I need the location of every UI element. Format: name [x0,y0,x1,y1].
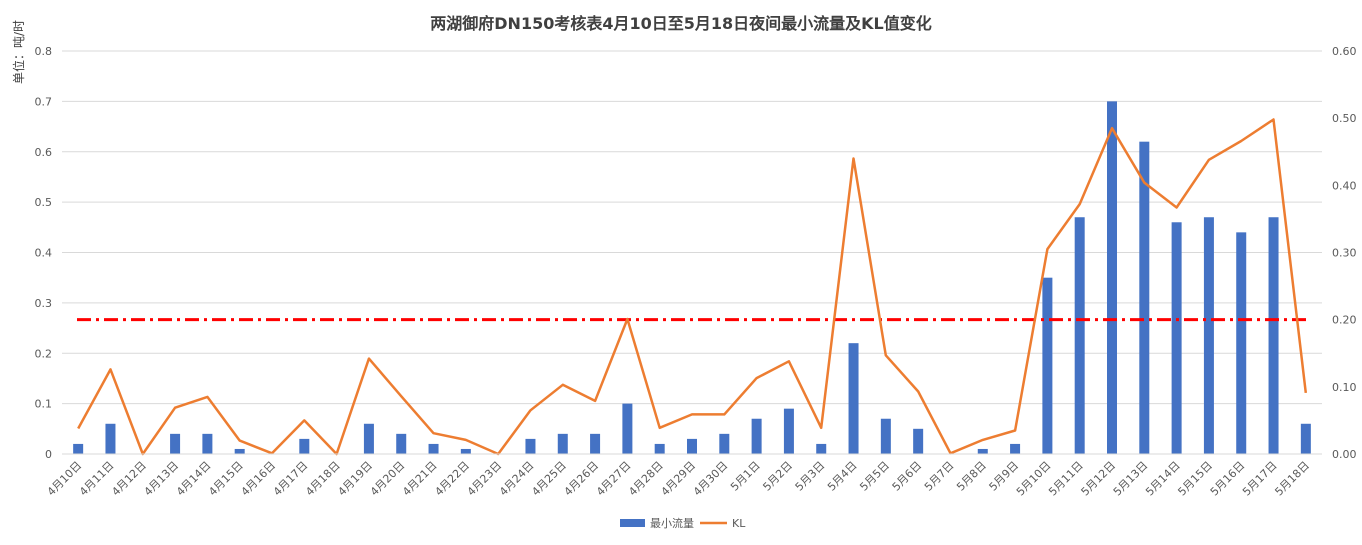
bar [783,408,794,454]
x-tick-label: 4月15日 [206,459,246,499]
x-tick-label: 5月6日 [890,459,925,494]
bar [590,433,601,454]
bar [1074,217,1085,454]
bar [654,443,665,454]
bar [1042,277,1053,454]
y-tick-label: 0.1 [35,398,53,411]
bar [202,433,213,454]
x-tick-label: 5月8日 [954,459,989,494]
bar [719,433,730,454]
x-tick-label: 4月23日 [465,459,505,499]
bar [1139,141,1150,455]
bar [428,443,439,454]
y2-tick-label: 0.50 [1332,112,1357,125]
bar [1268,217,1279,454]
x-tick-label: 5月17日 [1240,459,1280,499]
bar [1107,101,1117,454]
bar [1203,217,1214,454]
bar [73,443,84,454]
y2-tick-label: 0.60 [1332,45,1357,58]
bar [913,428,924,454]
kl-line [77,118,1308,456]
x-tick-label: 4月13日 [142,459,182,499]
x-tick-label: 5月16日 [1208,459,1248,499]
legend-label: 最小流量 [650,516,694,530]
y2-tick-label: 0.30 [1332,247,1357,260]
x-tick-label: 4月11日 [77,459,117,499]
bar [687,438,697,454]
bar [1171,222,1182,454]
bar [170,433,181,454]
x-tick-label: 5月10日 [1014,459,1054,499]
x-tick-label: 5月13日 [1111,459,1151,499]
x-tick-label: 5月4日 [825,459,860,494]
x-tick-label: 4月12日 [109,459,149,499]
bar [977,448,988,454]
x-tick-label: 5月5日 [857,459,892,494]
x-tick-label: 4月26日 [562,459,602,499]
bar [557,433,568,454]
y-tick-label: 0 [45,448,52,461]
y2-tick-label: 0.20 [1332,314,1357,327]
bar [1010,443,1021,454]
y2-tick-label: 0.10 [1332,381,1357,394]
x-tick-label: 4月21日 [400,459,440,499]
x-tick-label: 5月14日 [1143,459,1183,499]
bar [880,418,891,454]
y-tick-label: 0.5 [35,196,53,209]
x-tick-label: 5月3日 [793,459,828,494]
y-tick-label: 0.6 [35,146,53,159]
y2-tick-label: 0.00 [1332,448,1357,461]
x-tick-label: 5月18日 [1272,459,1312,499]
x-tick-label: 4月17日 [271,459,311,499]
bar [396,433,407,454]
x-tick-label: 4月10日 [45,459,85,499]
x-tick-label: 5月15日 [1175,459,1215,499]
x-tick-label: 5月7日 [922,459,957,494]
x-tick-label: 4月18日 [303,459,343,499]
chart-title: 两湖御府DN150考核表4月10日至5月18日夜间最小流量及KL值变化 [430,14,932,33]
x-tick-label: 4月24日 [497,459,537,499]
x-tick-label: 4月19日 [335,459,375,499]
bar [234,448,245,454]
x-tick-label: 5月2日 [760,459,795,494]
x-tick-label: 4月16日 [239,459,279,499]
bar [1236,232,1247,454]
bar [751,418,762,454]
x-tick-label: 4月30日 [691,459,731,499]
bar [816,443,827,454]
bar [105,423,116,454]
x-tick-label: 4月28日 [626,459,666,499]
bar [622,403,633,454]
x-tick-label: 4月27日 [594,459,634,499]
x-tick-label: 5月11日 [1046,459,1086,499]
bar [299,438,310,454]
x-tick-label: 5月1日 [728,459,763,494]
bar [363,423,374,454]
bar [1300,423,1311,454]
bar [460,448,471,454]
legend-label: KL [732,517,746,530]
x-tick-label: 5月12日 [1079,459,1119,499]
y-tick-label: 0.2 [35,347,53,360]
x-tick-label: 4月14日 [174,459,214,499]
y2-tick-label: 0.40 [1332,179,1357,192]
y-tick-label: 0.3 [35,297,53,310]
x-tick-label: 4月29日 [659,459,699,499]
legend-swatch-bar [620,519,645,527]
y-tick-label: 0.7 [35,95,53,108]
x-tick-label: 4月20日 [368,459,408,499]
bar [525,438,536,454]
bar [848,343,859,454]
y-tick-label: 0.8 [35,45,53,58]
x-tick-label: 4月22日 [432,459,472,499]
y-tick-label: 0.4 [35,247,53,260]
x-tick-label: 4月25日 [529,459,569,499]
